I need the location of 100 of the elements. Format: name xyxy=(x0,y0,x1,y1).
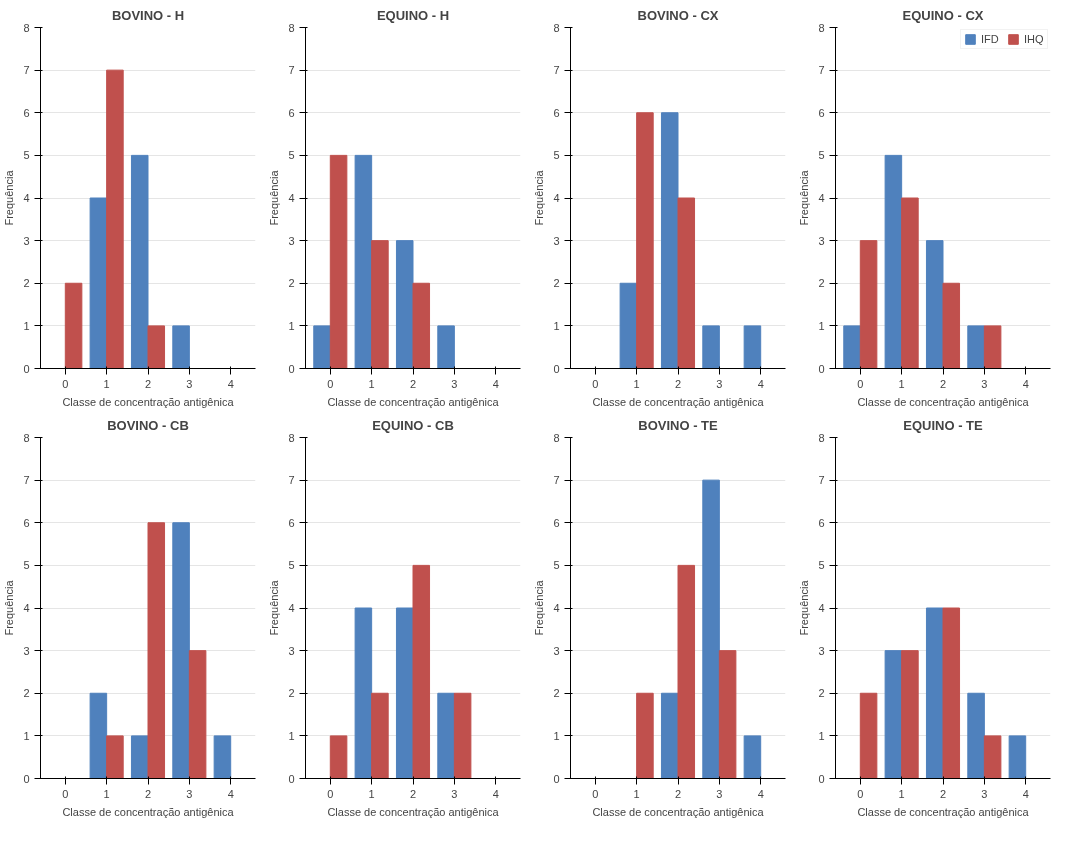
y-tick-label: 1 xyxy=(553,729,560,742)
y-tick-label: 4 xyxy=(553,192,560,204)
x-tick-label: 1 xyxy=(368,377,375,390)
x-tick-label: 0 xyxy=(592,787,599,800)
chart-title: BOVINO - TE xyxy=(638,417,719,433)
y-tick-label: 4 xyxy=(23,602,30,614)
x-tick-label: 2 xyxy=(409,787,417,800)
y-tick-label: 0 xyxy=(818,772,825,785)
y-tick-label: 7 xyxy=(818,64,825,77)
y-tick-label: 7 xyxy=(288,474,295,487)
y-tick-label: 5 xyxy=(288,559,295,572)
chart-title: BOVINO - CB xyxy=(107,417,189,433)
chart-title: EQUINO - CX xyxy=(902,7,984,23)
x-tick-label: 1 xyxy=(898,377,905,390)
y-tick-label: 4 xyxy=(818,602,825,614)
x-tick-label: 0 xyxy=(327,377,334,390)
y-tick-label: 0 xyxy=(23,772,30,785)
x-tick-label: 4 xyxy=(757,377,764,390)
chart-title: EQUINO - TE xyxy=(903,417,984,433)
x-axis-title: Classe de concentração antigênica xyxy=(327,805,500,818)
y-tick-label: 6 xyxy=(818,516,825,529)
y-tick-label: 0 xyxy=(553,772,560,785)
x-tick-label: 0 xyxy=(327,787,334,800)
x-axis-title: Classe de concentração antigênica xyxy=(62,395,235,408)
y-axis-title: Frequência xyxy=(533,579,546,636)
y-tick-label: 3 xyxy=(553,644,560,657)
x-tick-label: 1 xyxy=(898,787,905,800)
y-tick-label: 0 xyxy=(23,362,30,375)
x-tick-label: 4 xyxy=(1022,377,1029,390)
y-tick-label: 6 xyxy=(288,516,295,529)
y-axis-title: Frequência xyxy=(533,169,546,226)
y-axis-title: Frequência xyxy=(3,169,16,226)
y-tick-label: 4 xyxy=(553,602,560,614)
x-tick-label: 4 xyxy=(227,787,234,800)
y-tick-label: 1 xyxy=(288,319,295,332)
y-tick-label: 6 xyxy=(23,516,30,529)
y-tick-label: 5 xyxy=(553,559,560,572)
y-tick-label: 3 xyxy=(23,644,30,657)
x-axis-title: Classe de concentração antigênica xyxy=(327,395,500,408)
x-tick-label: 2 xyxy=(409,377,417,390)
x-tick-label: 2 xyxy=(144,787,152,800)
y-tick-label: 0 xyxy=(553,362,560,375)
y-tick-label: 2 xyxy=(288,687,295,700)
x-tick-label: 3 xyxy=(186,377,193,390)
x-tick-label: 1 xyxy=(103,787,110,800)
y-tick-label: 5 xyxy=(23,559,30,572)
y-axis-title: Frequência xyxy=(268,169,281,226)
y-tick-label: 5 xyxy=(553,149,560,162)
y-tick-label: 5 xyxy=(818,559,825,572)
y-tick-label: 4 xyxy=(288,192,295,204)
x-tick-label: 3 xyxy=(451,787,458,800)
x-tick-label: 3 xyxy=(981,787,988,800)
y-tick-label: 6 xyxy=(553,106,560,119)
x-tick-label: 2 xyxy=(939,787,947,800)
x-axis-title: Classe de concentração antigênica xyxy=(592,395,765,408)
x-tick-label: 0 xyxy=(857,787,864,800)
y-tick-label: 8 xyxy=(553,431,560,444)
x-tick-label: 2 xyxy=(939,377,947,390)
y-tick-label: 2 xyxy=(23,277,30,290)
y-tick-label: 8 xyxy=(553,21,560,34)
y-tick-label: 8 xyxy=(23,431,30,444)
y-axis-title: Frequência xyxy=(268,579,281,636)
y-axis-title: Frequência xyxy=(3,579,16,636)
x-tick-label: 4 xyxy=(227,377,234,390)
y-tick-label: 2 xyxy=(23,687,30,700)
x-tick-label: 0 xyxy=(592,377,599,390)
x-axis-title: Classe de concentração antigênica xyxy=(857,805,1030,818)
x-tick-label: 3 xyxy=(981,377,988,390)
y-tick-label: 7 xyxy=(553,474,560,487)
x-tick-label: 3 xyxy=(716,787,723,800)
chart-title: BOVINO - H xyxy=(111,7,185,23)
y-tick-label: 4 xyxy=(23,192,30,204)
x-tick-label: 4 xyxy=(492,377,499,390)
y-tick-label: 1 xyxy=(288,729,295,742)
x-tick-label: 3 xyxy=(451,377,458,390)
y-tick-label: 1 xyxy=(818,729,825,742)
x-tick-label: 3 xyxy=(716,377,723,390)
y-tick-label: 5 xyxy=(818,149,825,162)
y-tick-label: 3 xyxy=(288,234,295,247)
y-tick-label: 8 xyxy=(288,431,295,444)
y-tick-label: 8 xyxy=(818,21,825,34)
y-tick-label: 1 xyxy=(553,319,560,332)
chart-title: BOVINO - CX xyxy=(637,7,719,23)
y-tick-label: 3 xyxy=(288,644,295,657)
x-axis-title: Classe de concentração antigênica xyxy=(592,805,765,818)
y-tick-label: 3 xyxy=(818,234,825,247)
y-tick-label: 3 xyxy=(818,644,825,657)
x-tick-label: 1 xyxy=(368,787,375,800)
y-tick-label: 0 xyxy=(818,362,825,375)
x-tick-label: 1 xyxy=(633,787,640,800)
legend-label: IHQ xyxy=(1024,33,1044,45)
y-tick-label: 2 xyxy=(818,277,825,290)
y-tick-label: 2 xyxy=(818,687,825,700)
y-tick-label: 0 xyxy=(288,772,295,785)
x-tick-label: 3 xyxy=(186,787,193,800)
x-tick-label: 0 xyxy=(62,377,69,390)
x-axis-title: Classe de concentração antigênica xyxy=(62,805,235,818)
x-tick-label: 4 xyxy=(492,787,499,800)
y-axis-title: Frequência xyxy=(798,169,811,226)
chart-title: EQUINO - H xyxy=(376,7,450,23)
